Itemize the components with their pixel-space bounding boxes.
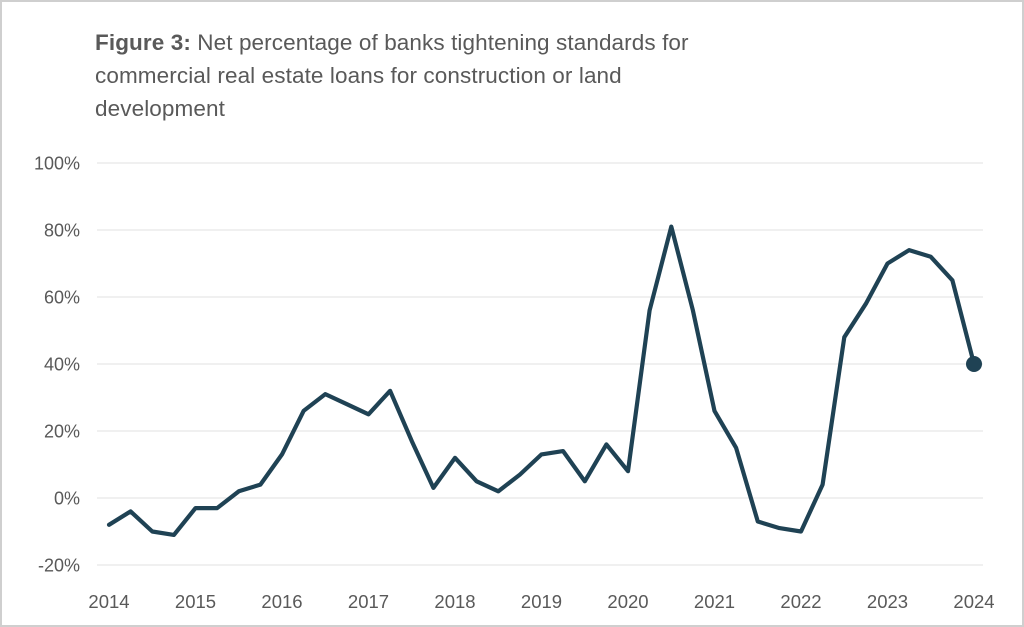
x-axis-label: 2022 (780, 591, 821, 612)
title-line-3: development (95, 96, 225, 121)
x-axis-label: 2024 (953, 591, 994, 612)
x-axis-label: 2023 (867, 591, 908, 612)
y-axis-label: -20% (38, 556, 80, 576)
x-axis-label: 2015 (175, 591, 216, 612)
title-line-2: commercial real estate loans for constru… (95, 63, 622, 88)
title-line-1: Figure 3: Net percentage of banks tighte… (95, 26, 875, 59)
x-axis-label: 2019 (521, 591, 562, 612)
x-axis-label: 2016 (261, 591, 302, 612)
y-axis-label: 60% (44, 288, 80, 308)
x-axis-label: 2020 (607, 591, 648, 612)
y-axis-label: 40% (44, 355, 80, 375)
y-axis-label: 0% (54, 489, 80, 509)
y-axis-label: 20% (44, 422, 80, 442)
figure-number-label: Figure 3: (95, 30, 191, 55)
x-axis-label: 2014 (88, 591, 129, 612)
y-axis-label: 100% (34, 154, 80, 174)
y-axis-label: 80% (44, 221, 80, 241)
series-end-dot (966, 356, 982, 372)
x-axis-label: 2017 (348, 591, 389, 612)
x-axis-label: 2018 (434, 591, 475, 612)
figure-title: Figure 3: Net percentage of banks tighte… (95, 26, 875, 125)
x-axis-label: 2021 (694, 591, 735, 612)
title-line-1-text: Net percentage of banks tightening stand… (190, 30, 689, 55)
series-line (106, 224, 977, 537)
